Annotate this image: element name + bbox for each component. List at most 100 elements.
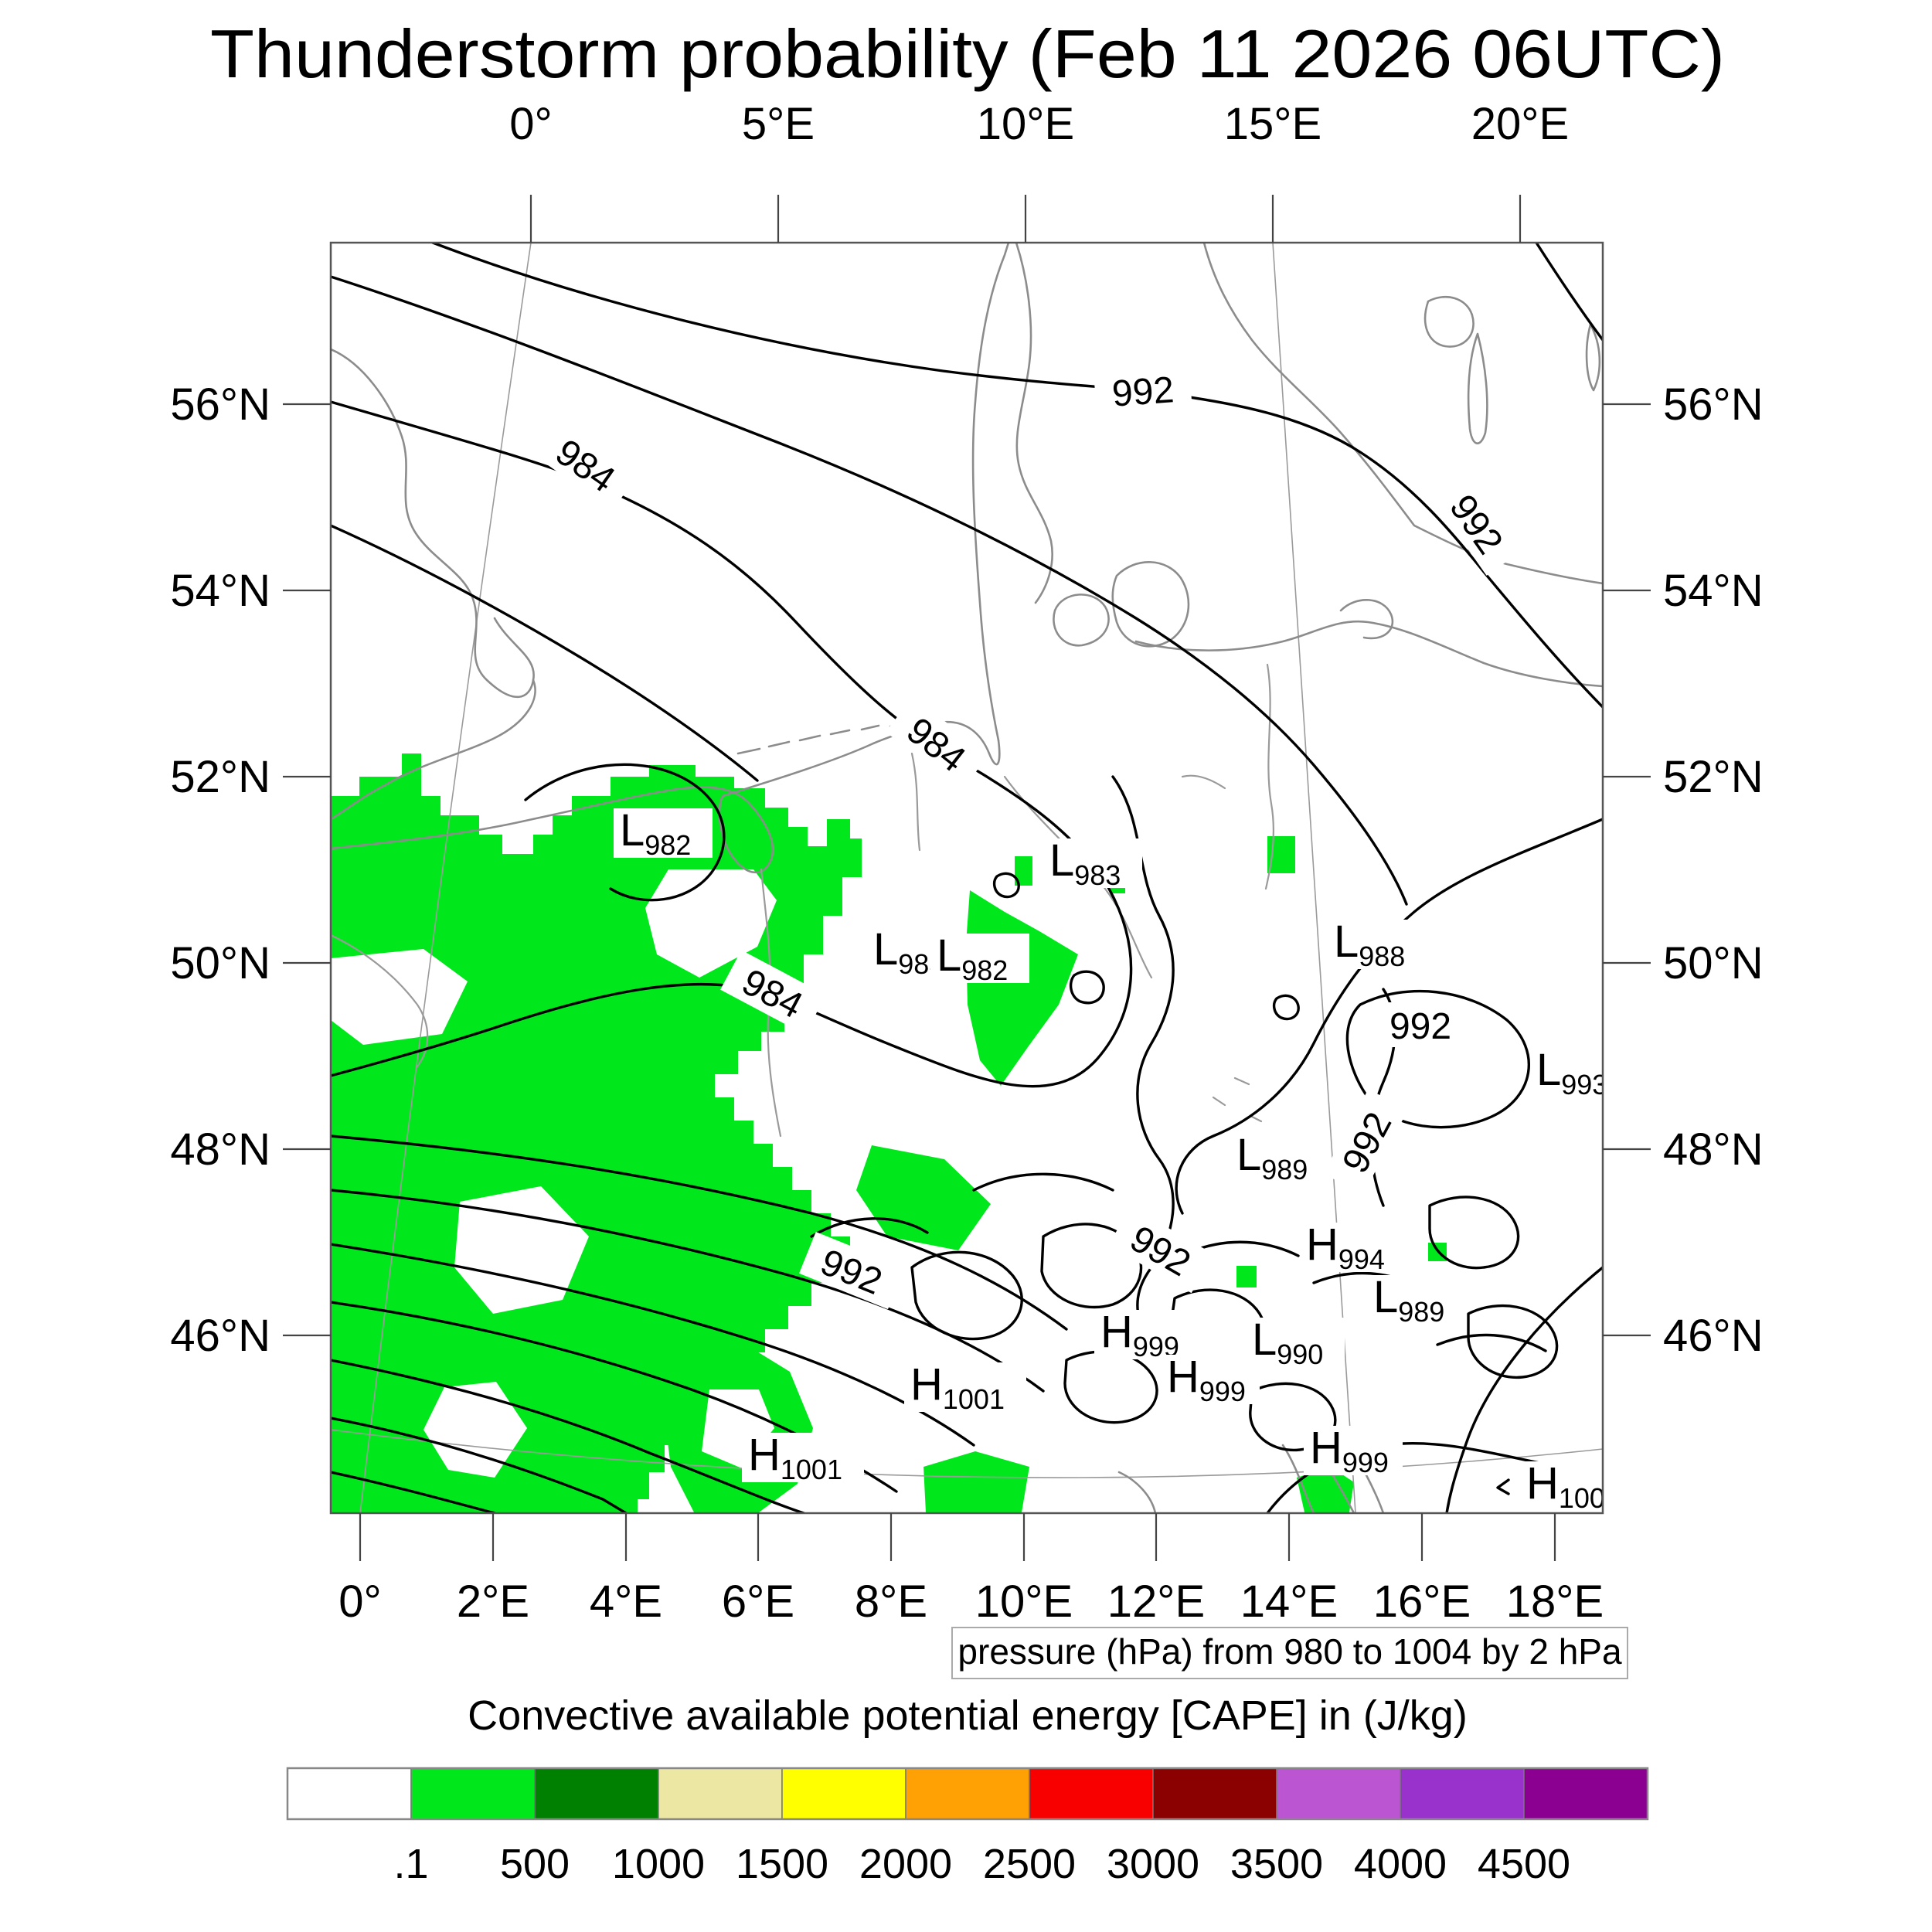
left-tick-label: 50°N: [170, 938, 270, 988]
right-tick-label: 54°N: [1663, 566, 1764, 616]
axis-top: 0° 5°E 10°E 15°E 20°E: [509, 99, 1569, 243]
right-tick-label: 52°N: [1663, 752, 1764, 802]
bottom-tick-label: 4°E: [590, 1577, 662, 1627]
svg-text:L988: L988: [1334, 917, 1405, 972]
left-tick-label: 48°N: [170, 1124, 270, 1175]
contour-label: 992: [1094, 364, 1192, 417]
svg-text:L989: L989: [1373, 1272, 1444, 1328]
pressure-center-l993: L993: [1530, 1045, 1607, 1100]
pressure-caption-text: pressure (hPa) from 980 to 1004 by 2 hPa: [957, 1631, 1622, 1672]
cape-shading-regions: [331, 753, 1447, 1512]
top-tick-label: 20°E: [1471, 99, 1569, 149]
svg-text:L983: L983: [1049, 835, 1121, 891]
bottom-tick-label: 10°E: [975, 1577, 1073, 1627]
colorbar-tick-label: 2500: [983, 1841, 1076, 1887]
axis-left: 56°N 54°N 52°N 50°N 48°N 46°N: [170, 379, 331, 1361]
svg-text:H999: H999: [1310, 1423, 1389, 1478]
svg-text:992: 992: [1389, 1006, 1451, 1047]
svg-text:L993: L993: [1536, 1045, 1607, 1100]
contour-label: 992: [1372, 1002, 1468, 1047]
pressure-center-h1001: H1001: [904, 1359, 1026, 1415]
colorbar-tick-label: 500: [500, 1841, 570, 1887]
bottom-tick-label: 0°: [338, 1577, 381, 1627]
colorbar-tick-label: 1500: [736, 1841, 828, 1887]
colorbar-segment: [1523, 1767, 1648, 1820]
bottom-tick-label: 12°E: [1107, 1577, 1205, 1627]
colorbar-segment: [658, 1767, 783, 1820]
pressure-center-l983: L983: [1043, 835, 1142, 891]
contour-label: 992: [799, 1231, 905, 1310]
colorbar-tick-label: 3500: [1230, 1841, 1323, 1887]
colorbar-tick-label: 4000: [1354, 1841, 1447, 1887]
pressure-center-h999: H999: [1094, 1307, 1193, 1362]
left-tick-label: 54°N: [170, 566, 270, 616]
right-tick-label: 46°N: [1663, 1311, 1764, 1361]
colorbar-segment: [287, 1767, 412, 1820]
left-tick-label: 56°N: [170, 379, 270, 430]
colorbar: [286, 1767, 1649, 1821]
pressure-center-h999: H999: [1161, 1352, 1260, 1407]
pressure-center-l990: L990: [1246, 1315, 1345, 1370]
pressure-center-l982: L982: [614, 805, 713, 861]
colorbar-segment: [534, 1767, 659, 1820]
svg-text:H994: H994: [1306, 1219, 1385, 1275]
colorbar-labels: .1 500 1000 1500 2000 2500 3000 3500 4000 4500: [393, 1841, 1570, 1887]
colorbar-tick-label: .1: [393, 1841, 428, 1887]
left-tick-label: 46°N: [170, 1311, 270, 1361]
bottom-tick-label: 14°E: [1240, 1577, 1338, 1627]
contour-label: 992: [1431, 471, 1524, 576]
colorbar-tick-label: 3000: [1107, 1841, 1199, 1887]
page-title: Thunderstorm probability (Feb 11 2026 06…: [210, 15, 1725, 92]
map-frame: [329, 241, 1604, 1515]
bottom-tick-label: 18°E: [1506, 1577, 1604, 1627]
top-tick-label: 15°E: [1224, 99, 1321, 149]
pressure-center-h1000: H1000: [1520, 1458, 1621, 1514]
pressure-center-markers: L982 L983L983L982L988L993L989H994L989L990…: [614, 805, 1621, 1514]
colorbar-tick-label: 2000: [859, 1841, 952, 1887]
pressure-center-l989: L989: [1230, 1130, 1329, 1185]
colorbar-tick-label: 4500: [1478, 1841, 1570, 1887]
axis-right: 56°N 54°N 52°N 50°N 48°N 46°N: [1603, 379, 1764, 1361]
colorbar-tick-label: 1000: [612, 1841, 705, 1887]
bottom-tick-label: 2°E: [457, 1577, 529, 1627]
graticule-lines: [331, 243, 1603, 1513]
pressure-center-h994: H994: [1300, 1219, 1399, 1275]
right-tick-label: 48°N: [1663, 1124, 1764, 1175]
axis-bottom: 0° 2°E 4°E 6°E 8°E 10°E 12°E 14°E 16°E 18°E: [338, 1513, 1604, 1627]
colorbar-segment: [1276, 1767, 1401, 1820]
contour-label: 992: [1108, 1206, 1214, 1294]
pressure-center-l982: L982: [930, 930, 1029, 986]
contour-label: 984: [885, 696, 989, 791]
pressure-center-h1001: H1001: [742, 1430, 864, 1485]
contour-label: 992: [1323, 1089, 1408, 1195]
top-tick-label: 10°E: [977, 99, 1074, 149]
colorbar-segment: [410, 1767, 536, 1820]
bottom-tick-label: 8°E: [855, 1577, 927, 1627]
pressure-center-l989: L989: [1367, 1272, 1466, 1328]
bottom-tick-label: 6°E: [722, 1577, 794, 1627]
svg-text:L983: L983: [873, 924, 944, 980]
pressure-caption: pressure (hPa) from 980 to 1004 by 2 hPa: [951, 1627, 1628, 1679]
colorbar-title: Convective available potential energy [C…: [468, 1692, 1468, 1739]
svg-text:H1001: H1001: [910, 1359, 1005, 1415]
svg-text:H1001: H1001: [748, 1430, 842, 1485]
right-tick-label: 50°N: [1663, 938, 1764, 988]
colorbar-segment: [1400, 1767, 1525, 1820]
svg-text:H999: H999: [1167, 1352, 1246, 1407]
colorbar-segment: [781, 1767, 906, 1820]
svg-text:992: 992: [1111, 369, 1175, 414]
top-tick-label: 0°: [509, 99, 552, 149]
bottom-tick-label: 16°E: [1373, 1577, 1471, 1627]
top-tick-label: 5°E: [742, 99, 815, 149]
svg-text:H1000: H1000: [1526, 1458, 1621, 1514]
colorbar-segment: [1029, 1767, 1154, 1820]
colorbar-segment: [1152, 1767, 1277, 1820]
right-tick-label: 56°N: [1663, 379, 1764, 430]
left-tick-label: 52°N: [170, 752, 270, 802]
svg-text:L982: L982: [937, 930, 1008, 986]
colorbar-segment: [905, 1767, 1030, 1820]
coastline-layer: [331, 243, 1603, 1513]
pressure-center-l988: L988: [1328, 917, 1427, 972]
svg-text:L982: L982: [620, 805, 691, 861]
